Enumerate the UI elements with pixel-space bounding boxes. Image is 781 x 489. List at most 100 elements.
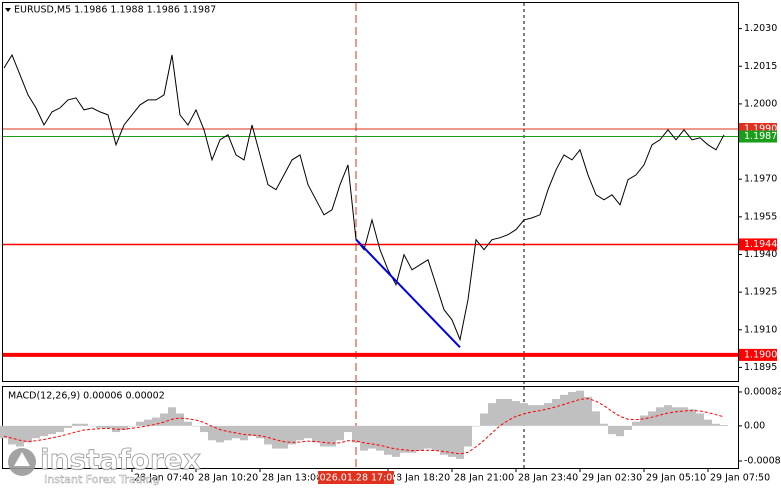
histogram-bar <box>576 390 584 426</box>
histogram-bar <box>80 423 88 426</box>
histogram-bar <box>672 407 680 426</box>
y-tick-label: 1.1910 <box>744 324 777 335</box>
histogram-bar <box>248 425 256 437</box>
histogram-bar <box>176 413 184 426</box>
histogram-bar <box>448 425 456 457</box>
histogram-bar <box>288 425 296 445</box>
histogram-bar <box>320 425 328 447</box>
histogram-bar <box>512 401 520 426</box>
level-tag <box>739 348 777 361</box>
histogram-bar <box>328 425 336 447</box>
histogram-bar <box>8 425 16 445</box>
y-tick-label: 1.2000 <box>744 98 777 109</box>
histogram-bar <box>696 413 704 426</box>
histogram-bar <box>400 425 408 453</box>
histogram-bar <box>440 425 448 455</box>
logo-brand: instaforex <box>40 443 201 476</box>
y-tick-label: 0.00082 <box>744 386 781 397</box>
x-tick-label: 29 Jan 05:10 <box>646 473 706 484</box>
histogram-bar <box>344 425 352 433</box>
histogram-bar <box>152 417 160 426</box>
histogram-bar <box>40 425 48 437</box>
histogram-bar <box>56 425 64 433</box>
histogram-bar <box>504 398 512 426</box>
signal-line <box>3 398 725 455</box>
x-tick-label: 29 Jan 07:50 <box>710 473 770 484</box>
histogram-bar <box>368 425 376 449</box>
histogram-bar <box>360 425 368 451</box>
histogram-bar <box>192 425 200 427</box>
histogram-bar <box>128 425 136 427</box>
histogram-bar <box>168 407 176 426</box>
histogram-bar <box>256 425 264 439</box>
logo-icon-mark <box>14 452 30 466</box>
marker-label: 2026.01.28 17:00 <box>314 473 399 484</box>
x-tick-label: 29 Jan 02:30 <box>582 473 642 484</box>
y-tick-label: 1.1955 <box>744 211 777 222</box>
histogram-bar <box>592 411 600 426</box>
histogram-bar <box>472 425 480 427</box>
menu-arrow[interactable] <box>5 8 11 12</box>
histogram-bar <box>536 405 544 426</box>
histogram-bar <box>384 425 392 455</box>
histogram-bar <box>88 425 96 427</box>
histogram-bar <box>160 413 168 426</box>
histogram-bar <box>664 405 672 426</box>
chart-title: EURUSD,M5 1.1986 1.1988 1.1986 1.1987 <box>14 5 216 16</box>
logo-tagline: Instant Forex Trading <box>44 473 160 486</box>
histogram-bar <box>656 407 664 426</box>
histogram-bar <box>528 405 536 426</box>
histogram-bar <box>216 425 224 443</box>
histogram-bar <box>272 425 280 449</box>
y-tick-label: 1.1925 <box>744 287 777 298</box>
histogram-bar <box>32 425 40 439</box>
histogram-bar <box>64 425 72 428</box>
histogram-bar <box>608 425 616 435</box>
x-tick-label: 28 Jan 10:20 <box>198 473 258 484</box>
x-tick-label: 28 Jan 13:00 <box>262 473 322 484</box>
x-tick-label: 28 Jan 21:00 <box>454 473 514 484</box>
level-tag-label: 1.1944 <box>744 239 777 250</box>
price-panel-frame <box>2 2 739 382</box>
histogram-bar <box>208 425 216 441</box>
histogram-bar <box>336 425 344 441</box>
histogram-bar <box>96 425 104 428</box>
x-tick-label: 28 Jan 18:20 <box>390 473 450 484</box>
histogram-bar <box>48 425 56 435</box>
histogram-bar <box>264 425 272 445</box>
histogram-bar <box>408 425 416 453</box>
histogram-bar <box>600 423 608 426</box>
histogram-bar <box>224 425 232 441</box>
histogram-bar <box>104 425 112 428</box>
trend-line <box>355 238 461 349</box>
histogram-bar <box>136 421 144 426</box>
histogram-bar <box>704 419 712 426</box>
histogram-bar <box>520 403 528 426</box>
histogram-bar <box>312 425 320 443</box>
histogram-bar <box>616 425 624 437</box>
level-tag-label: 1.1900 <box>744 349 777 360</box>
histogram-bar <box>720 425 728 426</box>
y-tick-label: 1.1895 <box>744 362 777 373</box>
histogram-bar <box>200 425 208 433</box>
histogram-bar <box>232 425 240 439</box>
histogram-bar <box>0 425 8 439</box>
histogram-bar <box>16 425 24 447</box>
histogram-bar <box>632 421 640 426</box>
level-tag-label: 1.1987 <box>744 131 777 142</box>
histogram-bar <box>648 411 656 426</box>
price-line <box>3 53 725 342</box>
histogram-bar <box>552 398 560 426</box>
histogram-bar <box>144 419 152 426</box>
macd-title: MACD(12,26,9) 0.00006 0.00002 <box>8 391 165 402</box>
histogram-bar <box>544 403 552 426</box>
histogram-bar <box>464 425 472 447</box>
histogram-bar <box>376 425 384 451</box>
histogram-bar <box>488 403 496 426</box>
x-tick-label: 28 Jan 07:40 <box>134 473 194 484</box>
histogram-bar <box>424 425 432 449</box>
histogram-bar <box>112 425 120 433</box>
histogram-bar <box>624 425 632 430</box>
